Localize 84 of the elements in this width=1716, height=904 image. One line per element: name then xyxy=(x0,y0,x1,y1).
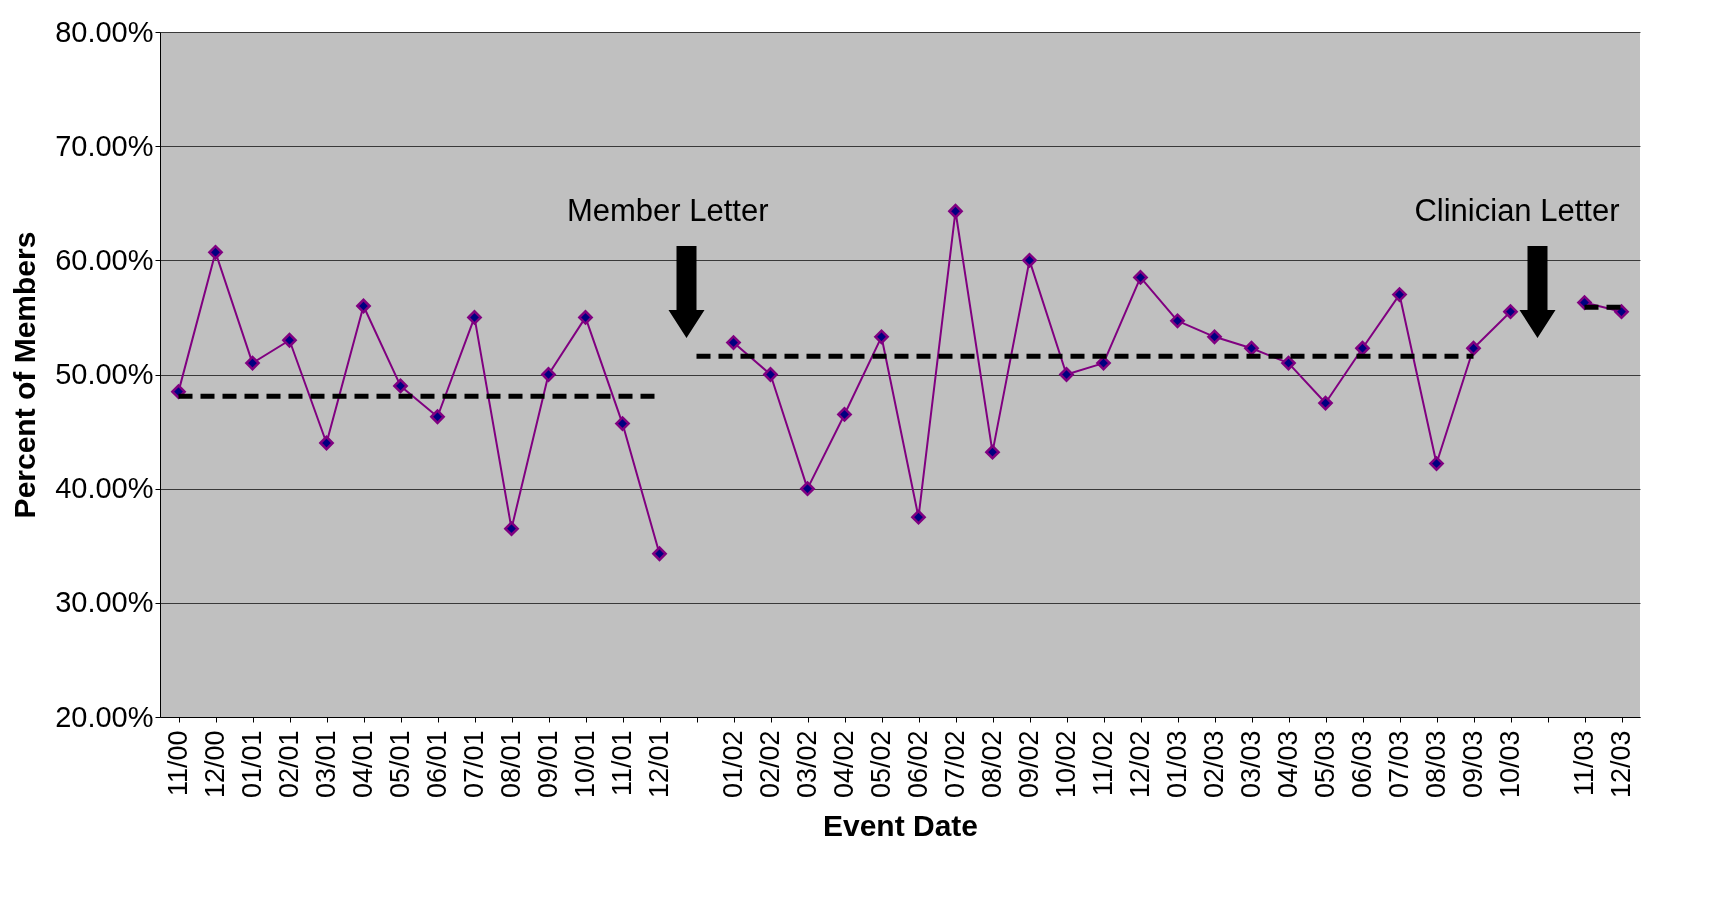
x-tick-label: 10/03 xyxy=(1495,730,1525,799)
point xyxy=(726,335,741,350)
annotation: Member Letter xyxy=(566,193,769,228)
point xyxy=(1466,340,1481,356)
y-tick-label: 20.00% xyxy=(55,700,154,733)
point xyxy=(1281,355,1296,371)
x-tick-label: 10/02 xyxy=(1051,730,1081,799)
point xyxy=(1244,340,1259,356)
x-tick-label: 09/02 xyxy=(1014,730,1044,799)
x-tick-label: 05/01 xyxy=(385,730,415,799)
x-tick-label: 12/02 xyxy=(1125,730,1155,799)
x-tick-label: 01/02 xyxy=(718,730,748,799)
point xyxy=(282,332,297,348)
annotation: Clinician Letter xyxy=(1414,193,1620,228)
x-tick-label: 10/01 xyxy=(570,730,600,799)
point xyxy=(1133,270,1148,285)
point xyxy=(1503,304,1518,320)
x-tick-label: 12/03 xyxy=(1606,730,1636,799)
x-tick-label: 05/02 xyxy=(866,730,896,799)
point xyxy=(208,244,223,260)
x-tick-label: 08/02 xyxy=(977,730,1007,799)
x-tick-label: 03/03 xyxy=(1236,730,1266,799)
x-tick-label: 12/00 xyxy=(200,730,230,799)
x-tick-label: 02/03 xyxy=(1199,730,1229,799)
x-tick-label: 09/01 xyxy=(533,730,563,799)
x-axis-title: Event Date xyxy=(822,809,979,843)
point xyxy=(985,444,1000,460)
point xyxy=(1170,313,1185,329)
x-tick-label: 11/00 xyxy=(163,730,193,797)
point xyxy=(837,407,852,422)
point xyxy=(948,203,963,219)
point xyxy=(1318,395,1333,411)
x-tick-label: 07/01 xyxy=(459,730,489,799)
point xyxy=(1392,287,1407,302)
y-tick-label: 70.00% xyxy=(55,129,154,162)
point xyxy=(1022,252,1037,268)
x-tick-label: 08/01 xyxy=(496,730,526,799)
point xyxy=(1059,367,1074,382)
x-tick-label: 02/01 xyxy=(274,730,304,799)
y-tick-label: 30.00% xyxy=(55,586,154,619)
point xyxy=(1429,456,1444,471)
point xyxy=(1355,340,1370,356)
x-tick-label: 02/02 xyxy=(755,730,785,799)
point xyxy=(800,481,815,497)
x-tick-label: 11/03 xyxy=(1569,730,1599,797)
x-tick-label: 05/03 xyxy=(1310,730,1340,799)
point xyxy=(430,409,445,425)
point xyxy=(578,310,593,325)
point xyxy=(171,384,186,399)
x-tick-label: 11/01 xyxy=(607,730,637,797)
y-axis-title: Percent of Members xyxy=(8,231,42,519)
x-tick-label: 09/03 xyxy=(1458,730,1488,799)
x-tick-label: 06/02 xyxy=(903,730,933,799)
x-tick-label: 06/01 xyxy=(422,730,452,799)
x-tick-label: 01/03 xyxy=(1162,730,1192,799)
x-tick-label: 03/01 xyxy=(311,730,341,799)
x-tick-label: 03/02 xyxy=(792,730,822,799)
y-tick-label: 50.00% xyxy=(55,358,154,390)
point xyxy=(245,355,260,371)
point xyxy=(652,546,667,562)
point xyxy=(763,367,778,382)
point xyxy=(541,367,556,382)
point xyxy=(393,378,408,394)
point xyxy=(874,329,889,345)
point xyxy=(615,416,630,431)
x-tick-label: 12/01 xyxy=(644,730,674,799)
x-tick-label: 04/02 xyxy=(829,730,859,799)
x-tick-label: 04/03 xyxy=(1273,730,1303,799)
point xyxy=(356,298,371,314)
x-tick-label: 06/03 xyxy=(1347,730,1377,799)
y-tick-label: 40.00% xyxy=(55,472,154,505)
point xyxy=(319,435,334,451)
y-tick-label: 80.00% xyxy=(55,15,154,48)
point xyxy=(504,521,519,536)
point xyxy=(1207,329,1222,345)
point xyxy=(911,509,926,525)
x-tick-label: 11/02 xyxy=(1088,730,1118,797)
x-tick-label: 07/03 xyxy=(1384,730,1414,799)
x-tick-label: 08/03 xyxy=(1421,730,1451,799)
x-tick-label: 04/01 xyxy=(348,730,378,799)
point xyxy=(467,310,482,325)
x-tick-label: 01/01 xyxy=(237,730,267,799)
x-tick-label: 07/02 xyxy=(940,730,970,799)
y-tick-label: 60.00% xyxy=(55,243,154,276)
